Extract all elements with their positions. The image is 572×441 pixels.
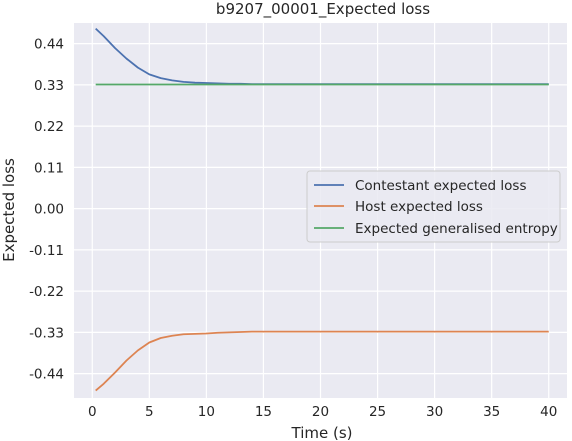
chart-title: b9207_00001_Expected loss bbox=[216, 0, 430, 19]
legend: Contestant expected loss Host expected l… bbox=[306, 170, 561, 243]
x-tick-label: 5 bbox=[145, 404, 154, 420]
y-tick-label: -0.44 bbox=[29, 367, 64, 383]
y-tick-label: -0.11 bbox=[29, 243, 64, 259]
legend-label-contestant: Contestant expected loss bbox=[355, 178, 526, 194]
series-layer bbox=[95, 27, 549, 392]
x-axis-ticks: 0 5 10 15 20 25 30 35 40 bbox=[88, 404, 557, 420]
x-tick-label: 0 bbox=[88, 404, 97, 420]
y-tick-label: 0.11 bbox=[34, 160, 64, 176]
y-tick-label: 0.33 bbox=[34, 78, 64, 94]
x-tick-label: 35 bbox=[483, 404, 500, 420]
x-tick-label: 25 bbox=[369, 404, 386, 420]
x-tick-label: 20 bbox=[312, 404, 329, 420]
x-tick-label: 15 bbox=[255, 404, 272, 420]
y-tick-label: -0.33 bbox=[29, 325, 64, 341]
legend-box bbox=[306, 170, 561, 243]
x-tick-label: 40 bbox=[540, 404, 557, 420]
x-axis-label: Time (s) bbox=[291, 424, 353, 441]
y-tick-label: 0.00 bbox=[34, 202, 64, 218]
y-tick-label: 0.22 bbox=[34, 119, 64, 135]
legend-label-host: Host expected loss bbox=[355, 199, 483, 215]
x-tick-label: 10 bbox=[198, 404, 215, 420]
y-axis-ticks: -0.44 -0.33 -0.22 -0.11 0.00 0.11 0.22 0.33 0.44 bbox=[29, 37, 64, 383]
x-tick-label: 30 bbox=[426, 404, 443, 420]
y-axis-label: Expected loss bbox=[0, 158, 18, 262]
y-tick-label: -0.22 bbox=[29, 284, 64, 300]
series-line-1 bbox=[95, 330, 549, 392]
y-tick-label: 0.44 bbox=[34, 37, 64, 53]
legend-label-entropy: Expected generalised entropy bbox=[355, 221, 558, 237]
